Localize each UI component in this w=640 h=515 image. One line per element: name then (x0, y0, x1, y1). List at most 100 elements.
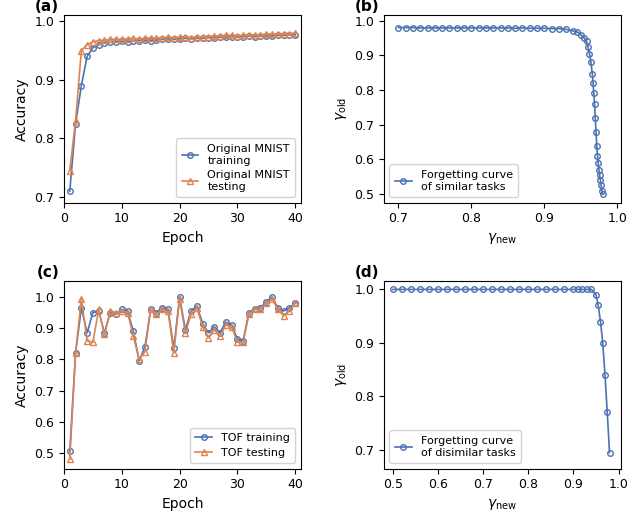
Original MNIST
testing (234, 33, 241, 39)
Original MNIST
testing (164, 34, 172, 40)
Forgetting curve
of disimilar tasks (515, 286, 523, 293)
Original MNIST
testing (66, 167, 74, 174)
Original MNIST
testing (199, 33, 207, 40)
Forgetting curve
of disimilar tasks (506, 286, 514, 293)
TOF testing (257, 306, 264, 313)
Original MNIST
testing (135, 36, 143, 42)
Original MNIST
training (118, 38, 125, 44)
Forgetting curve
of disimilar tasks (596, 318, 604, 324)
Original MNIST
training (199, 35, 207, 41)
TOF testing (135, 356, 143, 363)
Forgetting curve
of disimilar tasks (604, 409, 611, 416)
TOF training (188, 308, 195, 314)
Forgetting curve
of disimilar tasks (579, 286, 586, 293)
Forgetting curve
of disimilar tasks (534, 286, 541, 293)
Forgetting curve
of disimilar tasks (524, 286, 532, 293)
TOF testing (291, 300, 299, 306)
TOF training (164, 306, 172, 313)
TOF training (193, 303, 201, 310)
Original MNIST
testing (147, 35, 154, 41)
TOF training (106, 310, 114, 316)
Original MNIST
training (112, 39, 120, 45)
TOF testing (193, 305, 201, 311)
TOF training (216, 330, 224, 336)
Original MNIST
training (129, 38, 137, 44)
Forgetting curve
of similar tasks (599, 191, 607, 197)
Original MNIST
testing (211, 33, 218, 39)
Forgetting curve
of disimilar tasks (452, 286, 460, 293)
Original MNIST
testing (245, 32, 253, 38)
Forgetting curve
of disimilar tasks (599, 340, 607, 346)
Forgetting curve
of disimilar tasks (416, 286, 424, 293)
Forgetting curve
of similar tasks (563, 26, 570, 32)
TOF training (83, 330, 91, 336)
TOF testing (188, 311, 195, 317)
TOF testing (182, 330, 189, 336)
Forgetting curve
of similar tasks (467, 25, 475, 31)
Original MNIST
testing (159, 35, 166, 41)
Original MNIST
training (280, 32, 287, 39)
Forgetting curve
of similar tasks (590, 91, 598, 97)
TOF testing (205, 334, 212, 340)
Forgetting curve
of disimilar tasks (497, 286, 505, 293)
Original MNIST
testing (182, 34, 189, 40)
Text: (b): (b) (355, 0, 379, 13)
TOF training (141, 344, 148, 350)
Original MNIST
training (147, 38, 154, 44)
Original MNIST
training (72, 121, 79, 127)
Original MNIST
testing (239, 32, 247, 39)
Original MNIST
training (188, 36, 195, 42)
Line: TOF testing: TOF testing (67, 296, 298, 462)
Original MNIST
training (106, 39, 114, 45)
TOF training (274, 305, 282, 311)
TOF training (72, 350, 79, 356)
Original MNIST
testing (188, 35, 195, 41)
Forgetting curve
of similar tasks (526, 25, 534, 31)
Original MNIST
testing (291, 30, 299, 36)
Original MNIST
training (152, 37, 160, 43)
Forgetting curve
of disimilar tasks (425, 286, 433, 293)
TOF training (118, 306, 125, 313)
TOF testing (112, 310, 120, 316)
Original MNIST
testing (141, 35, 148, 41)
Original MNIST
testing (285, 30, 293, 37)
Forgetting curve
of similar tasks (577, 31, 584, 38)
Forgetting curve
of similar tasks (598, 187, 605, 194)
TOF training (211, 323, 218, 330)
Forgetting curve
of similar tasks (582, 39, 590, 45)
TOF training (95, 308, 102, 314)
X-axis label: $\gamma_\mathrm{new}$: $\gamma_\mathrm{new}$ (488, 231, 517, 246)
Forgetting curve
of similar tasks (593, 143, 600, 149)
Original MNIST
training (141, 37, 148, 43)
Legend: Original MNIST
training, Original MNIST
testing: Original MNIST training, Original MNIST … (176, 139, 296, 197)
Original MNIST
training (100, 40, 108, 46)
Original MNIST
testing (251, 32, 259, 38)
Original MNIST
training (193, 35, 201, 41)
TOF testing (95, 306, 102, 313)
TOF training (170, 346, 178, 352)
Forgetting curve
of similar tasks (490, 25, 497, 31)
Forgetting curve
of similar tasks (587, 59, 595, 65)
Original MNIST
testing (106, 37, 114, 43)
Original MNIST
training (159, 37, 166, 43)
TOF training (176, 294, 184, 300)
TOF training (280, 308, 287, 314)
TOF testing (176, 296, 184, 302)
Text: (d): (d) (355, 265, 379, 280)
Original MNIST
training (228, 33, 236, 40)
TOF testing (106, 308, 114, 314)
Forgetting curve
of similar tasks (431, 25, 439, 31)
TOF training (199, 320, 207, 327)
Forgetting curve
of disimilar tasks (470, 286, 478, 293)
TOF training (124, 308, 131, 314)
TOF testing (245, 311, 253, 317)
Original MNIST
training (234, 34, 241, 40)
Forgetting curve
of similar tasks (589, 80, 597, 86)
Forgetting curve
of similar tasks (409, 25, 417, 31)
Y-axis label: Accuracy: Accuracy (15, 77, 29, 141)
Line: Forgetting curve
of similar tasks: Forgetting curve of similar tasks (396, 25, 605, 197)
Original MNIST
testing (129, 35, 137, 41)
Original MNIST
training (285, 32, 293, 38)
TOF training (285, 305, 293, 311)
TOF testing (251, 306, 259, 313)
